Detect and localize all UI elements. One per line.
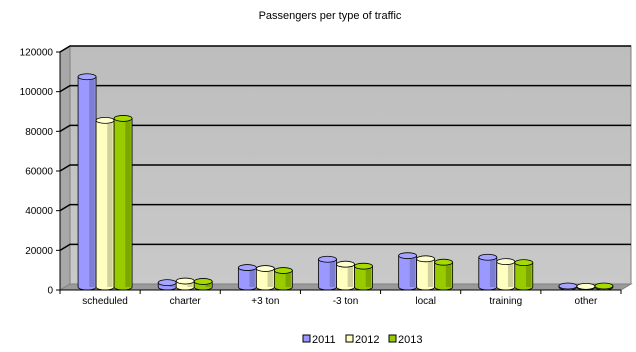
x-tick-label: local: [415, 296, 436, 307]
gridline: [59, 243, 631, 251]
bar: [576, 283, 596, 291]
bar: [398, 252, 418, 291]
gridline: [59, 45, 631, 53]
bar-top: [496, 258, 516, 266]
bar: [496, 258, 516, 291]
y-tick-label: 0: [47, 286, 53, 297]
gridlines: [59, 45, 631, 251]
y-tick-label: 120000: [20, 48, 54, 59]
bar-top: [514, 259, 534, 267]
bar-top: [318, 255, 337, 263]
bar-shade: [329, 259, 336, 287]
bar-top: [157, 279, 177, 287]
chart-title: Passengers per type of traffic: [259, 10, 402, 22]
bar-top: [398, 252, 418, 260]
y-tick-label: 80000: [25, 127, 53, 138]
bar-shade: [89, 76, 95, 288]
bar: [434, 258, 454, 291]
bar: [318, 255, 337, 291]
legend-swatch: [388, 334, 397, 343]
x-tick-label: scheduled: [82, 296, 128, 307]
x-axis: scheduled charter +3 ton -3 ton local trainin…: [59, 289, 622, 307]
bar-shade: [489, 257, 496, 287]
bar-shade: [249, 267, 255, 287]
bar-shade: [285, 270, 291, 287]
bar-shade: [445, 262, 452, 287]
bar-shade: [409, 255, 416, 287]
bar-shade: [125, 118, 131, 288]
bar-shade: [267, 268, 273, 287]
x-tick-label: training: [489, 296, 522, 307]
bar: [157, 279, 177, 291]
bar: [514, 259, 534, 291]
bar-top: [95, 117, 115, 124]
bar-top: [175, 277, 195, 285]
legend-item: 2011: [302, 334, 336, 346]
bar: [416, 255, 436, 291]
bars: [77, 73, 614, 291]
bar-top: [113, 115, 133, 122]
bar: [594, 282, 614, 291]
bar-top: [354, 262, 373, 270]
bar-top: [237, 264, 257, 271]
bar-top: [255, 265, 275, 272]
legend-label: 2013: [398, 334, 422, 346]
bar-shade: [507, 261, 514, 287]
bar: [558, 282, 578, 291]
bar: [175, 277, 195, 291]
bar-top: [77, 73, 97, 81]
gridline: [59, 164, 631, 172]
y-tick-label: 100000: [20, 87, 54, 98]
bar-top: [193, 278, 213, 285]
bar-top: [478, 253, 498, 261]
legend-swatch: [345, 334, 354, 343]
legend: 2011 2012 2013: [302, 334, 422, 346]
bar-top: [594, 282, 614, 290]
legend-item: 2013: [388, 334, 422, 346]
bar: [255, 265, 275, 291]
bar-top: [336, 260, 355, 268]
x-tick-label: other: [575, 296, 598, 307]
gridline: [59, 124, 631, 132]
x-tick-label: -3 ton: [333, 296, 359, 307]
bar: [77, 73, 97, 291]
bar: [336, 260, 355, 291]
bar: [193, 278, 213, 291]
bar: [354, 262, 373, 291]
bar-shade: [107, 120, 113, 288]
y-axis: 0 20000 40000 60000 80000 100000 120000: [20, 48, 61, 297]
x-tick-label: charter: [170, 296, 202, 307]
gridline: [59, 203, 631, 212]
bar: [237, 264, 257, 291]
bar-shade: [427, 258, 434, 287]
bar-top: [416, 255, 436, 263]
bar: [95, 117, 115, 291]
bar-shade: [525, 262, 532, 287]
x-tick-label: +3 ton: [251, 296, 279, 307]
legend-swatch: [302, 334, 311, 343]
gridline: [59, 84, 631, 93]
bar-shade: [347, 264, 354, 287]
bar-top: [558, 282, 578, 290]
legend-label: 2011: [312, 334, 336, 346]
bar: [478, 253, 498, 291]
y-tick-label: 20000: [25, 246, 53, 257]
bar-top: [434, 258, 454, 266]
y-tick-label: 40000: [25, 206, 53, 217]
y-tick-label: 60000: [25, 167, 53, 178]
legend-item: 2012: [345, 334, 379, 346]
bar: [113, 115, 133, 291]
legend-label: 2012: [355, 334, 379, 346]
bar: [273, 267, 293, 291]
bar-top: [576, 283, 596, 290]
bar-top: [273, 267, 293, 274]
bar-shade: [365, 266, 372, 287]
